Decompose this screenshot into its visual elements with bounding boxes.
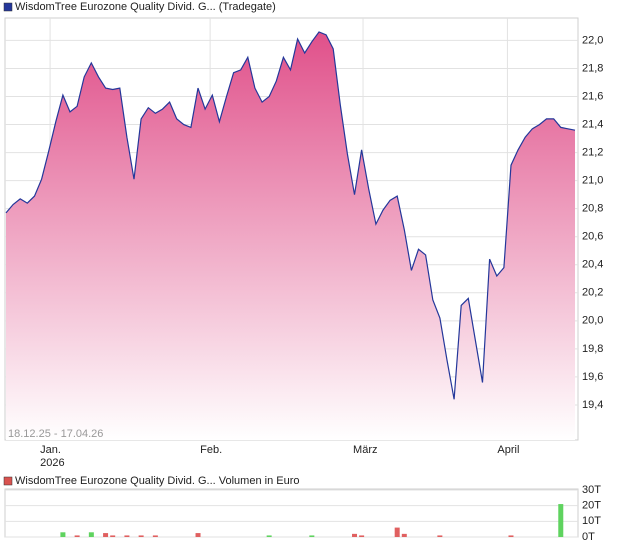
volume-bar [266,535,272,537]
volume-bar [309,535,315,537]
volume-bar [508,535,514,537]
y-tick-label: 19,6 [582,371,603,383]
y-tick-label: 19,4 [582,399,603,411]
area [6,32,575,440]
y-tick-label: 19,8 [582,343,603,355]
y-tick-label: 20,2 [582,287,603,299]
y-tick-label: 20,6 [582,231,603,243]
y-tick-label: 10T [582,515,601,527]
legend-label: WisdomTree Eurozone Quality Divid. G... … [15,1,276,13]
volume-bar [352,533,358,537]
y-tick-label: 22,0 [582,34,603,46]
volume-bar [558,504,564,537]
volume-bar [152,535,158,537]
volume-bar [359,535,365,537]
volume-bar [195,533,201,537]
volume-bar [124,535,130,537]
y-tick-label: 20,4 [582,259,603,271]
volume-bar [88,532,94,537]
y-tick-label: 21,8 [582,62,603,74]
line [5,31,576,400]
y-tick-label: 20,8 [582,203,603,215]
x-tick-label: Feb. [200,444,222,456]
y-tick-label: 20T [582,500,601,512]
y-tick-label: 21,0 [582,175,603,187]
x-tick-label: Jan. [40,444,61,456]
date-range: 18.12.25 - 17.04.26 [8,428,103,440]
y-tick-label: 20,0 [582,315,603,327]
legend-swatch [3,476,13,486]
y-tick-label: 30T [582,484,601,496]
volume-bar [394,527,400,537]
y-tick-label: 0T [582,531,595,543]
volume-bar [103,533,109,537]
legend-label: WisdomTree Eurozone Quality Divid. G... … [15,475,300,487]
legend-swatch [3,2,13,12]
year-label: 2026 [40,457,64,469]
x-tick-label: April [497,444,519,456]
volume-bar [437,535,443,537]
volume-bar [401,533,407,537]
volume-bar [74,535,80,537]
y-tick-label: 21,4 [582,118,603,130]
plot-frame [4,488,579,538]
volume-bar [110,535,116,537]
x-tick-label: März [353,444,377,456]
volume-bar [60,532,66,537]
volume-bar [138,535,144,537]
y-tick-label: 21,2 [582,146,603,158]
y-tick-label: 21,6 [582,90,603,102]
